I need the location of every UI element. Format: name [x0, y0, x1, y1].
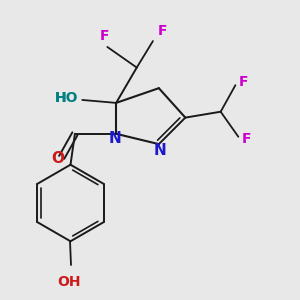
Text: HO: HO [54, 91, 78, 105]
Text: N: N [108, 131, 121, 146]
Text: F: F [100, 28, 109, 43]
Text: N: N [154, 143, 167, 158]
Text: O: O [52, 151, 64, 166]
Text: F: F [242, 132, 251, 146]
Text: OH: OH [57, 275, 81, 289]
Text: H: H [55, 91, 66, 105]
Text: F: F [239, 75, 248, 89]
Text: F: F [158, 23, 167, 38]
